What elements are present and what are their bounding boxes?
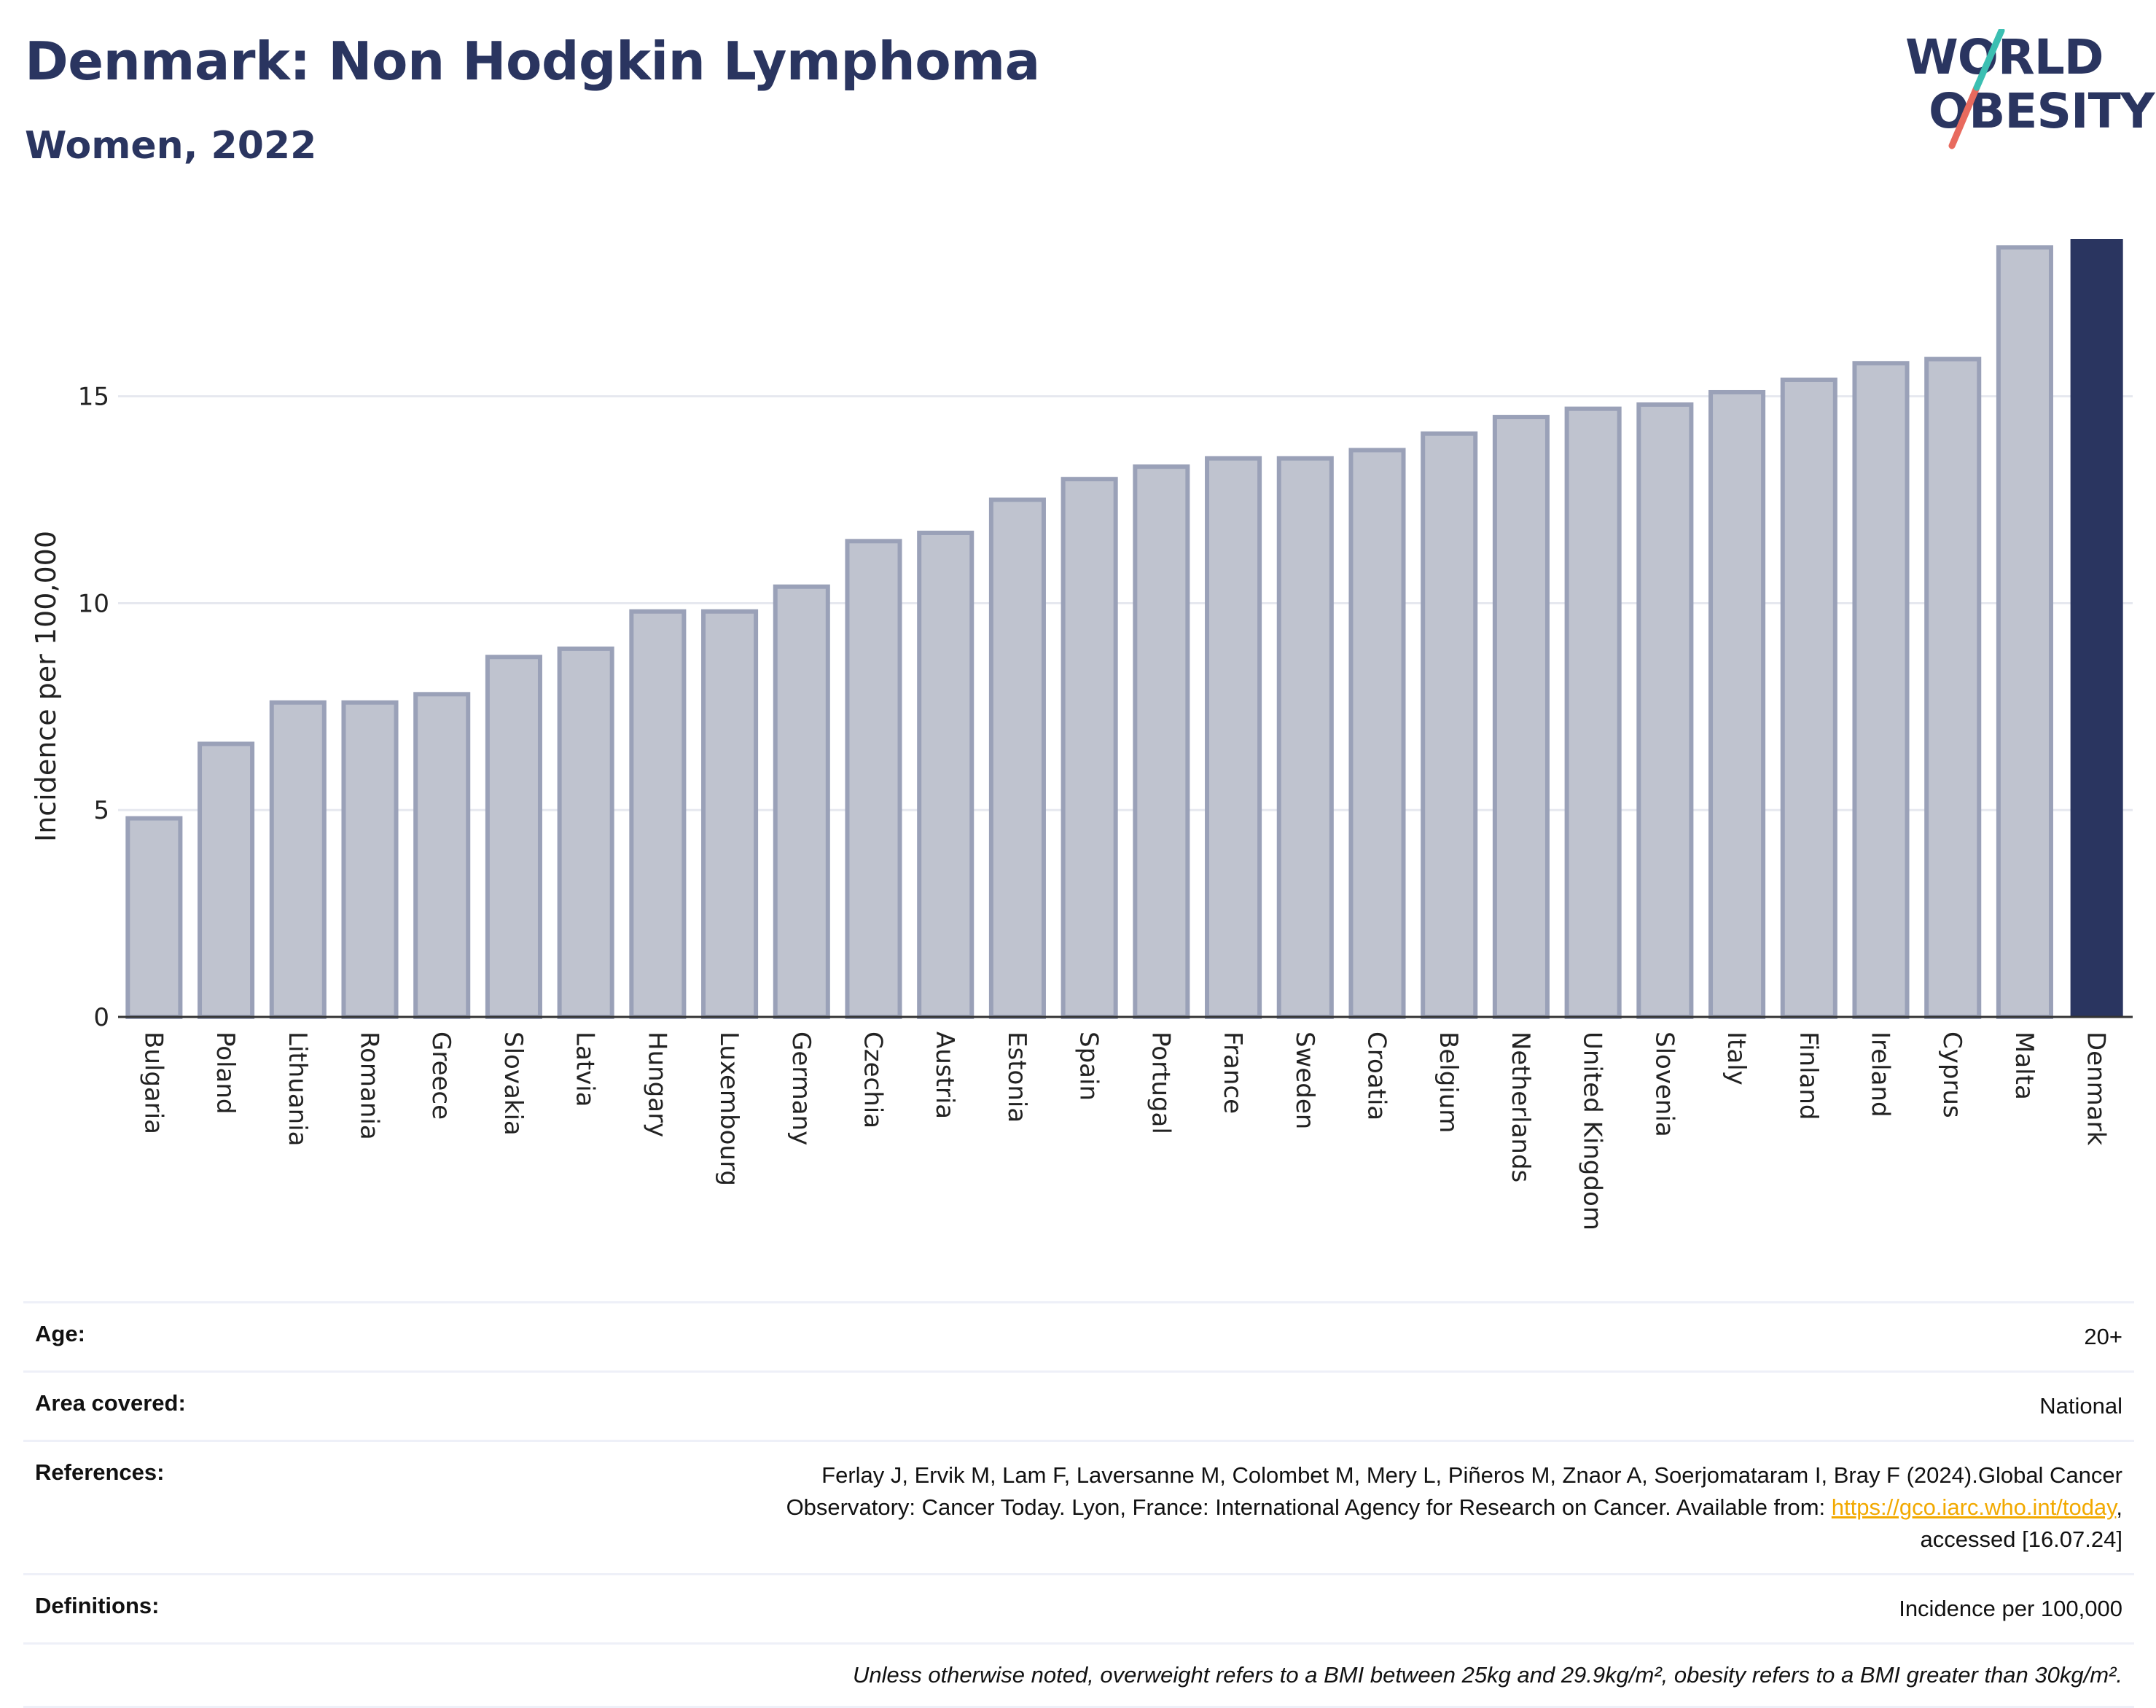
bar-hungary [629,609,687,1019]
x-tick-label: Cyprus [1937,1032,1966,1118]
area-label: Area covered: [35,1390,186,1416]
x-tick-label: Romania [355,1032,384,1140]
bar-estonia [988,497,1046,1019]
x-tick-label: Poland [211,1032,240,1115]
bar-czechia [845,539,902,1019]
bar-malta [1996,245,2053,1019]
x-tick-label: Bulgaria [138,1032,168,1134]
bar-bulgaria [125,816,183,1019]
x-tick-label: Luxembourg [714,1032,743,1186]
reference-text-1: Ferlay J, Ervik M, Lam F, Laversanne M, … [821,1462,2122,1488]
bar-slovenia [1636,402,1694,1019]
bar-luxembourg [701,609,759,1019]
bar-lithuania [269,700,327,1019]
x-tick-label: Slovenia [1649,1032,1679,1137]
bmi-note: Unless otherwise noted, overweight refer… [852,1662,2122,1688]
age-value: 20+ [2084,1324,2122,1349]
y-tick-label: 15 [78,383,109,412]
definitions-label: Definitions: [35,1593,160,1618]
reference-link[interactable]: https://gco.iarc.who.int/today [1831,1494,2117,1520]
x-tick-label: Italy [1722,1032,1751,1085]
x-tick-label: Germany [786,1032,816,1145]
bar-austria [917,530,975,1019]
metadata-table: Age: 20+ Area covered: National Referenc… [23,1301,2134,1708]
bar-ireland [1852,361,1910,1020]
x-tick-label: Finland [1794,1032,1823,1120]
y-tick-label: 10 [78,589,109,618]
x-tick-label: United Kingdom [1578,1032,1607,1231]
area-value: National [2039,1393,2122,1419]
references-value: Ferlay J, Ervik M, Lam F, Laversanne M, … [545,1459,2122,1556]
bar-denmark [2070,239,2123,1017]
x-tick-label: Spain [1074,1032,1104,1101]
bar-france [1205,456,1262,1020]
x-tick-label: Lithuania [283,1032,312,1146]
bar-sweden [1276,456,1334,1020]
y-tick-label: 0 [93,1003,109,1032]
x-tick-label: Croatia [1362,1032,1391,1120]
references-label: References: [35,1459,165,1485]
x-tick-label: Belgium [1434,1032,1463,1133]
y-axis-title: Incidence per 100,000 [30,531,62,842]
x-tick-label: Netherlands [1506,1032,1535,1182]
bar-spain [1061,477,1118,1019]
reference-text-4: accessed [16.07.24] [1920,1526,2122,1552]
x-tick-label: Latvia [571,1032,600,1107]
x-tick-label: Greece [426,1032,456,1120]
meta-row-age: Age: 20+ [23,1301,2134,1370]
bar-cyprus [1924,356,1982,1019]
x-tick-label: Austria [930,1032,959,1119]
y-tick-label: 5 [93,796,109,825]
bar-slovakia [485,655,542,1019]
meta-row-definitions: Definitions: Incidence per 100,000 [23,1573,2134,1642]
bar-italy [1708,389,1766,1019]
logo-slash-icon [1948,29,2005,149]
bar-belgium [1421,431,1478,1019]
x-tick-label: France [1218,1032,1247,1114]
bar-romania [341,700,399,1019]
age-label: Age: [35,1321,85,1346]
meta-row-area: Area covered: National [23,1370,2134,1440]
logo-line-1: WORLD [1905,29,2104,85]
x-tick-label: Malta [2009,1032,2039,1100]
x-tick-label: Estonia [1002,1032,1031,1123]
bar-chart: 0 5 10 15 Incidence per 100,000 Bulgaria Polan… [30,239,2133,1231]
bar-finland [1780,377,1837,1019]
x-tick-label: Ireland [1866,1032,1895,1118]
bar-portugal [1133,464,1190,1020]
bar-germany [773,584,830,1019]
world-obesity-logo: WORLD OBESITY [1895,29,2155,153]
bar-netherlands [1492,415,1550,1020]
x-tick-label: Czechia [859,1032,888,1128]
meta-row-note: Unless otherwise noted, overweight refer… [23,1642,2134,1708]
x-tick-label: Slovakia [499,1032,528,1136]
reference-text-2: Observatory: Cancer Today. Lyon, France:… [786,1494,1832,1520]
x-tick-label: Sweden [1290,1032,1319,1129]
reference-text-3: , [2116,1494,2122,1520]
bar-greece [413,692,471,1020]
bar-croatia [1348,448,1406,1019]
meta-row-references: References: Ferlay J, Ervik M, Lam F, La… [23,1440,2134,1573]
x-tick-label: Denmark [2082,1032,2111,1146]
x-tick-label: Portugal [1146,1032,1175,1134]
bar-poland [198,741,255,1020]
bar-latvia [557,646,614,1020]
page-subtitle: Women, 2022 [25,124,317,168]
bar-united-kingdom [1564,406,1622,1019]
page-title: Denmark: Non Hodgkin Lymphoma [25,31,1040,92]
definitions-value: Incidence per 100,000 [1899,1596,2122,1621]
x-tick-label: Hungary [642,1032,671,1137]
